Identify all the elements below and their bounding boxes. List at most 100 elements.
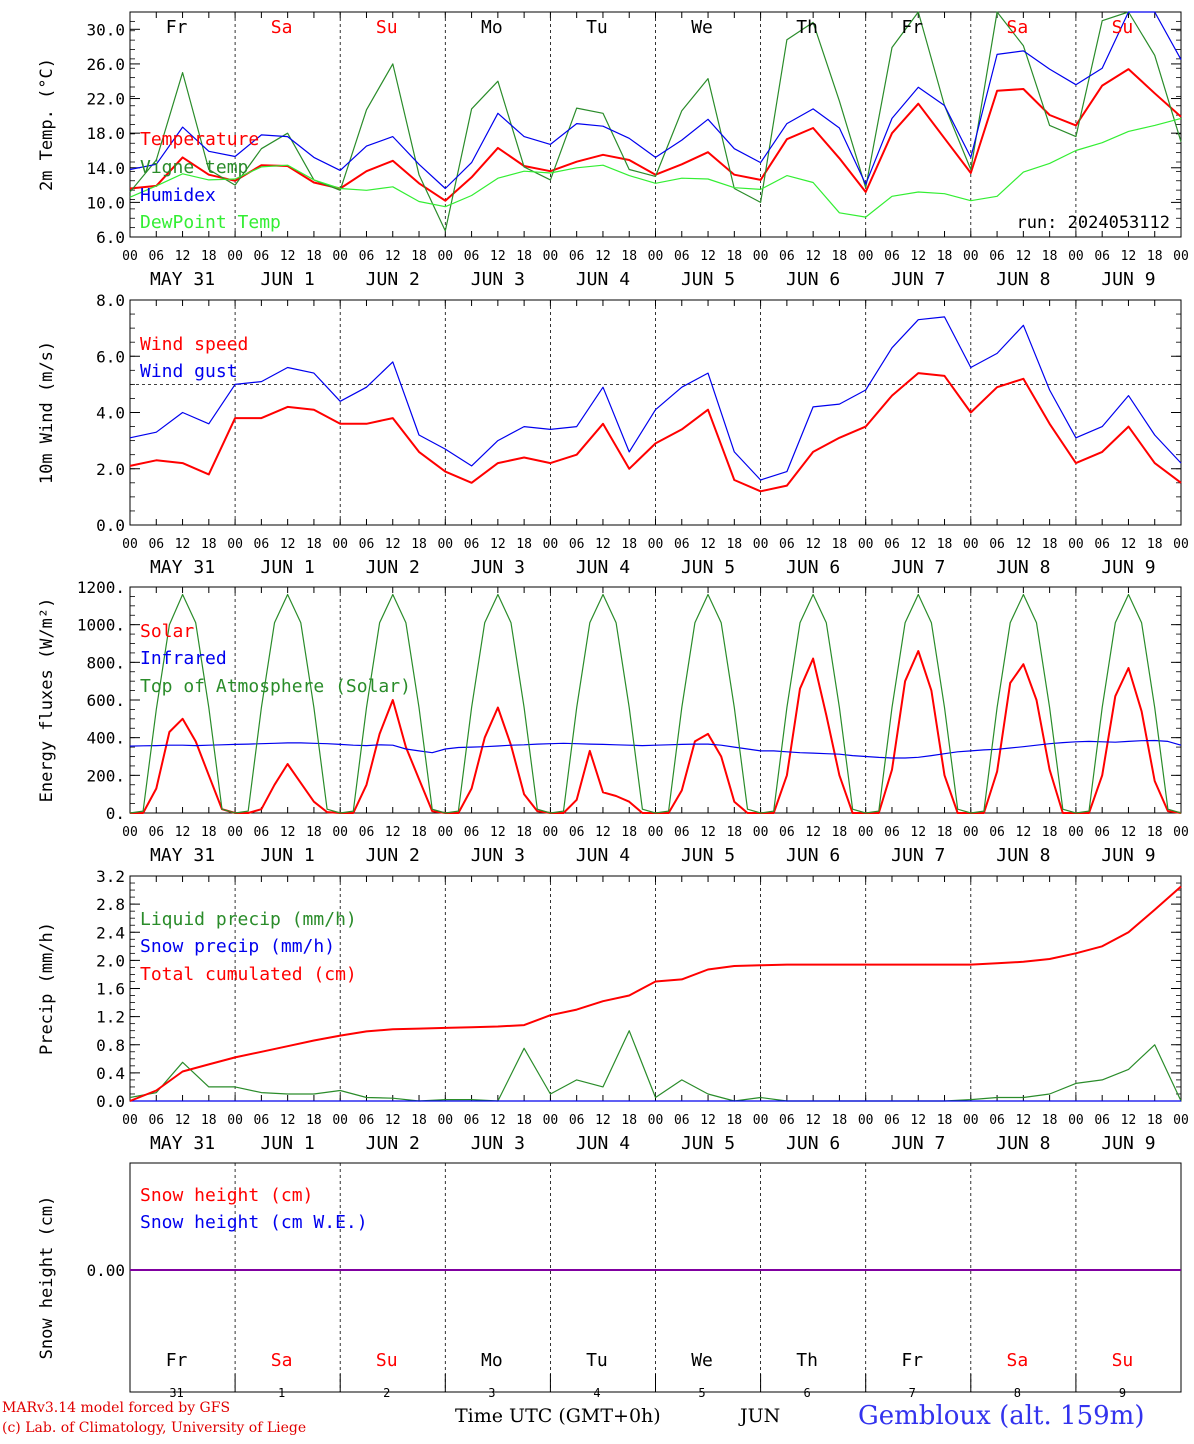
hour-tick-label: 00 xyxy=(648,825,664,840)
hour-tick-label: 00 xyxy=(1173,825,1189,840)
hour-tick-label: 00 xyxy=(753,1113,769,1128)
date-label: JUN 7 xyxy=(891,845,945,866)
hour-tick-label: 00 xyxy=(858,825,874,840)
y-tick-label: 400. xyxy=(86,729,125,748)
y-tick-label: 2.0 xyxy=(96,951,125,970)
day-name: Mo xyxy=(481,17,503,38)
date-label: JUN 4 xyxy=(576,557,630,578)
y-tick-label: 0. xyxy=(106,804,125,823)
date-label: JUN 8 xyxy=(996,1133,1050,1154)
hour-tick-label: 00 xyxy=(437,1113,453,1128)
date-label: MAY 31 xyxy=(150,1133,215,1154)
hour-tick-label: 06 xyxy=(148,249,164,264)
y-tick-label: 0.8 xyxy=(96,1036,125,1055)
hour-tick-label: 12 xyxy=(175,825,191,840)
hour-tick-label: 12 xyxy=(280,1113,296,1128)
lab-credit: (c) Lab. of Climatology, University of L… xyxy=(2,1420,307,1436)
hour-tick-label: 00 xyxy=(858,1113,874,1128)
hour-tick-label: 00 xyxy=(858,249,874,264)
hour-tick-label: 06 xyxy=(674,825,690,840)
plot-frame xyxy=(129,299,1182,526)
hour-tick-label: 00 xyxy=(1068,1113,1084,1128)
hour-tick-label: 06 xyxy=(464,825,480,840)
day-number: 31 xyxy=(169,1386,183,1400)
date-label: JUN 8 xyxy=(996,557,1050,578)
hour-tick-label: 00 xyxy=(227,825,243,840)
hour-tick-label: 18 xyxy=(1042,249,1058,264)
hour-tick-label: 00 xyxy=(227,537,243,552)
day-name: Tu xyxy=(586,1350,608,1371)
hour-tick-label: 06 xyxy=(254,537,270,552)
hour-tick-label: 12 xyxy=(280,825,296,840)
hour-tick-label: 12 xyxy=(805,249,821,264)
hour-tick-label: 06 xyxy=(779,249,795,264)
hour-tick-label: 18 xyxy=(621,537,637,552)
hour-tick-label: 12 xyxy=(490,537,506,552)
day-name: Tu xyxy=(586,17,608,38)
hour-tick-label: 00 xyxy=(1068,537,1084,552)
hour-tick-label: 18 xyxy=(832,249,848,264)
hour-tick-label: 18 xyxy=(516,249,532,264)
hour-tick-label: 00 xyxy=(543,825,559,840)
hour-tick-label: 12 xyxy=(1121,537,1137,552)
hour-tick-label: 00 xyxy=(1173,249,1189,264)
hour-tick-label: 00 xyxy=(648,1113,664,1128)
hour-tick-label: 12 xyxy=(700,825,716,840)
hour-tick-label: 18 xyxy=(306,249,322,264)
hour-tick-label: 18 xyxy=(621,249,637,264)
hour-tick-label: 12 xyxy=(490,249,506,264)
day-name: We xyxy=(691,1350,713,1371)
run-annotation: run: 2024053112 xyxy=(1016,213,1170,233)
legend-entry: Wind gust xyxy=(140,361,238,382)
hour-tick-label: 06 xyxy=(884,249,900,264)
hour-tick-label: 12 xyxy=(1016,825,1032,840)
legend-entry: DewPoint Temp xyxy=(140,212,281,233)
hour-tick-label: 12 xyxy=(805,1113,821,1128)
hour-tick-label: 06 xyxy=(674,1113,690,1128)
date-label: JUN 8 xyxy=(996,269,1050,290)
y-tick-label: 30.0 xyxy=(86,20,125,39)
legend-entry: Liquid precip (mm/h) xyxy=(140,909,357,930)
date-label: JUN 2 xyxy=(366,269,420,290)
hour-tick-label: 12 xyxy=(700,249,716,264)
hour-tick-label: 18 xyxy=(832,1113,848,1128)
hour-tick-label: 06 xyxy=(359,825,375,840)
hour-tick-label: 12 xyxy=(385,537,401,552)
date-label: JUN 3 xyxy=(471,1133,525,1154)
hour-tick-label: 12 xyxy=(490,1113,506,1128)
y-tick-label: 0.4 xyxy=(96,1064,125,1083)
date-label: JUN 5 xyxy=(681,845,735,866)
hour-tick-label: 06 xyxy=(148,537,164,552)
hour-tick-label: 00 xyxy=(963,1113,979,1128)
hour-tick-label: 00 xyxy=(1068,249,1084,264)
legend-entry: Top of Atmosphere (Solar) xyxy=(140,676,411,697)
y-tick-label: 0.0 xyxy=(96,1092,125,1111)
hour-tick-label: 12 xyxy=(910,825,926,840)
day-number: 5 xyxy=(698,1386,705,1400)
hour-tick-label: 00 xyxy=(332,249,348,264)
date-label: JUN 8 xyxy=(996,845,1050,866)
hour-tick-label: 00 xyxy=(963,249,979,264)
hour-tick-label: 18 xyxy=(937,537,953,552)
hour-tick-label: 12 xyxy=(490,825,506,840)
hour-tick-label: 18 xyxy=(832,537,848,552)
series-line xyxy=(129,1030,1182,1102)
y-axis-title: Precip (mm/h) xyxy=(37,922,57,1055)
hour-tick-label: 00 xyxy=(543,537,559,552)
hour-tick-label: 06 xyxy=(989,249,1005,264)
legend-entry: Infrared xyxy=(140,648,227,669)
date-label: JUN 7 xyxy=(891,1133,945,1154)
hour-tick-label: 06 xyxy=(989,1113,1005,1128)
date-label: JUN 6 xyxy=(786,1133,840,1154)
date-label: MAY 31 xyxy=(150,845,215,866)
hour-tick-label: 18 xyxy=(306,1113,322,1128)
y-tick-label: 800. xyxy=(86,653,125,672)
hour-tick-label: 00 xyxy=(332,537,348,552)
day-name: Fr xyxy=(901,17,923,38)
day-name: Sa xyxy=(1007,1350,1029,1371)
date-label: JUN 9 xyxy=(1101,269,1155,290)
hour-tick-label: 00 xyxy=(227,249,243,264)
hour-tick-label: 06 xyxy=(569,537,585,552)
hour-tick-label: 18 xyxy=(621,1113,637,1128)
hour-tick-label: 18 xyxy=(937,249,953,264)
